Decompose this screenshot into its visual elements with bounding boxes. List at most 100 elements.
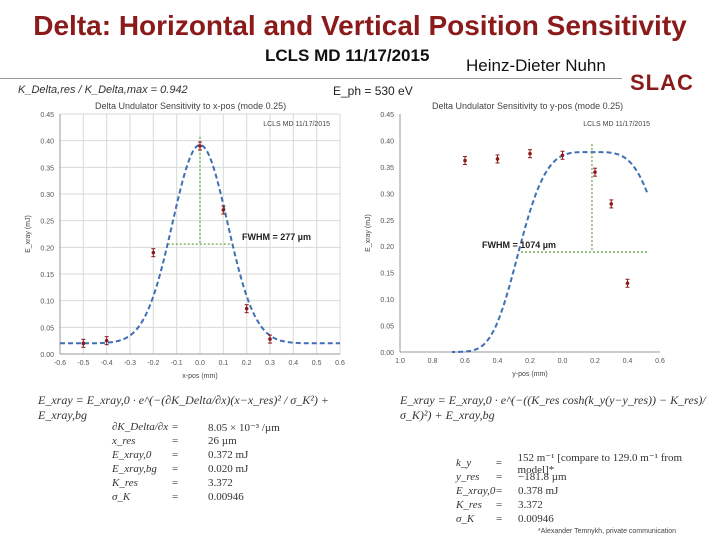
x-tick-label: 0.5 [312, 360, 322, 367]
param-name: σ_K [112, 491, 131, 503]
param-row: E_xray,bg = 0.020 mJ [112, 462, 280, 476]
param-name: K_res [112, 477, 138, 489]
x-tick-label: 0.3 [265, 360, 275, 367]
data-point [625, 281, 630, 286]
param-eq: = [496, 513, 503, 525]
x-tick-label: 0.2 [242, 360, 252, 367]
y-tick-label: 0.10 [40, 299, 54, 306]
y-tick-label: 0.05 [380, 324, 394, 331]
y-axis-label: E_xray (mJ) [25, 215, 32, 253]
x-tick-label: 0.6 [460, 358, 470, 365]
param-name: K_res [456, 499, 482, 511]
left-parameter-table: ∂K_Delta/∂x = 8.05 × 10⁻³ /µm x_res = 26 µm … [112, 420, 280, 504]
param-value: 152 m⁻¹ [compare to 129.0 m⁻¹ from model… [517, 451, 683, 476]
param-eq: = [172, 421, 179, 433]
page-title: Delta: Horizontal and Vertical Position … [33, 10, 687, 41]
param-value: 3.372 [518, 499, 543, 511]
x-tick-label: 0.0 [558, 358, 568, 365]
data-point [244, 306, 249, 311]
param-eq: = [495, 457, 502, 469]
param-row: σ_K = 0.00946 [456, 512, 720, 526]
y-tick-label: 0.30 [380, 191, 394, 198]
param-row: E_xray,0 = 0.378 mJ [456, 484, 720, 498]
y-tick-label: 0.25 [380, 218, 394, 225]
param-value: 0.372 mJ [208, 449, 249, 461]
param-eq: = [172, 435, 179, 447]
fwhm-label: FWHM = 277 µm [242, 232, 311, 242]
chart-title-x: Delta Undulator Sensitivity to x-pos (mo… [95, 101, 287, 111]
subtitle-author: Heinz-Dieter Nuhn [466, 56, 606, 75]
x-tick-label: 0.4 [493, 358, 503, 365]
subtitle-date: LCLS MD 11/17/2015 [265, 46, 430, 65]
x-tick-label: -0.5 [77, 360, 89, 367]
k-ratio-label: K_Delta,res / K_Delta,max = 0.942 [18, 84, 188, 96]
param-name: x_res [112, 435, 136, 447]
param-row: K_res = 3.372 [456, 498, 720, 512]
y-tick-label: 0.40 [40, 139, 54, 146]
param-eq: = [172, 463, 179, 475]
x-tick-label: 0.8 [428, 358, 438, 365]
y-tick-label: 0.45 [40, 112, 54, 119]
param-value: −181.8 µm [518, 471, 567, 483]
param-row: K_res = 3.372 [112, 476, 280, 490]
x-tick-label: -0.4 [101, 360, 113, 367]
param-name: E_xray,0 [112, 449, 152, 461]
data-point [81, 341, 86, 346]
x-tick-label: 0.0 [195, 360, 205, 367]
data-point [151, 250, 156, 255]
param-row: E_xray,0 = 0.372 mJ [112, 448, 280, 462]
param-row: x_res = 26 µm [112, 434, 280, 448]
x-axis-label: y-pos (mm) [512, 371, 547, 378]
x-tick-label: 1.0 [395, 358, 405, 365]
y-tick-label: 0.25 [40, 219, 54, 226]
y-tick-label: 0.05 [40, 325, 54, 332]
x-tick-label: 0.4 [623, 358, 633, 365]
right-formula: E_xray = E_xray,0 · e^(−((K_res cosh(k_y… [400, 393, 706, 422]
x-tick-label: -0.6 [54, 360, 66, 367]
x-tick-label: -0.2 [147, 360, 159, 367]
param-row: k_y = 152 m⁻¹ [compare to 129.0 m⁻¹ from m… [456, 452, 720, 476]
param-value: 0.00946 [518, 513, 554, 525]
param-eq: = [496, 485, 503, 497]
x-axis-label: x-pos (mm) [182, 373, 217, 380]
param-name: k_y [456, 457, 472, 469]
y-tick-label: 0.45 [380, 112, 394, 119]
x-tick-label: -0.3 [124, 360, 136, 367]
y-tick-label: 0.15 [40, 272, 54, 279]
left-formula: E_xray = E_xray,0 · e^(−(∂K_Delta/∂x)(x−… [38, 393, 329, 422]
param-name: E_xray,bg [112, 463, 157, 475]
param-name: y_res [456, 471, 480, 483]
data-point [198, 144, 202, 148]
y-tick-label: 0.20 [40, 245, 54, 252]
y-tick-label: 0.35 [380, 165, 394, 172]
param-eq: = [172, 491, 179, 503]
param-value: 0.020 mJ [208, 463, 249, 475]
y-tick-label: 0.00 [40, 352, 54, 359]
x-tick-label: -0.1 [171, 360, 183, 367]
chart-y-sensitivity: 0.00 0.05 0.10 0.15 0.20 0.25 0.30 0.35 0.40 0.45… [365, 112, 665, 378]
y-axis-label: E_xray (mJ) [365, 214, 372, 252]
param-name: E_xray,0 [456, 485, 496, 497]
data-point [268, 337, 272, 341]
watermark-label: LCLS MD 11/17/2015 [263, 121, 330, 128]
data-point [221, 208, 226, 212]
param-name: σ_K [456, 513, 475, 525]
param-value: 0.00946 [208, 491, 244, 503]
data-point [609, 202, 614, 206]
chart-title-y: Delta Undulator Sensitivity to y-pos (mo… [432, 101, 624, 111]
y-tick-label: 0.10 [380, 297, 394, 304]
watermark-label: LCLS MD 11/17/2015 [583, 121, 650, 128]
x-tick-label: 0.2 [590, 358, 600, 365]
y-tick-label: 0.15 [380, 271, 394, 278]
data-point [463, 158, 467, 163]
param-name: ∂K_Delta/∂x [112, 421, 169, 433]
data-point [560, 153, 565, 158]
x-tick-label: 0.1 [218, 360, 228, 367]
param-eq: = [496, 499, 503, 511]
y-tick-label: 0.30 [40, 192, 54, 199]
slac-logo: SLAC [630, 70, 694, 95]
param-value: 8.05 × 10⁻³ /µm [208, 421, 280, 434]
param-row: y_res = −181.8 µm [456, 470, 720, 484]
y-tick-label: 0.00 [380, 350, 394, 357]
data-point [593, 170, 597, 174]
